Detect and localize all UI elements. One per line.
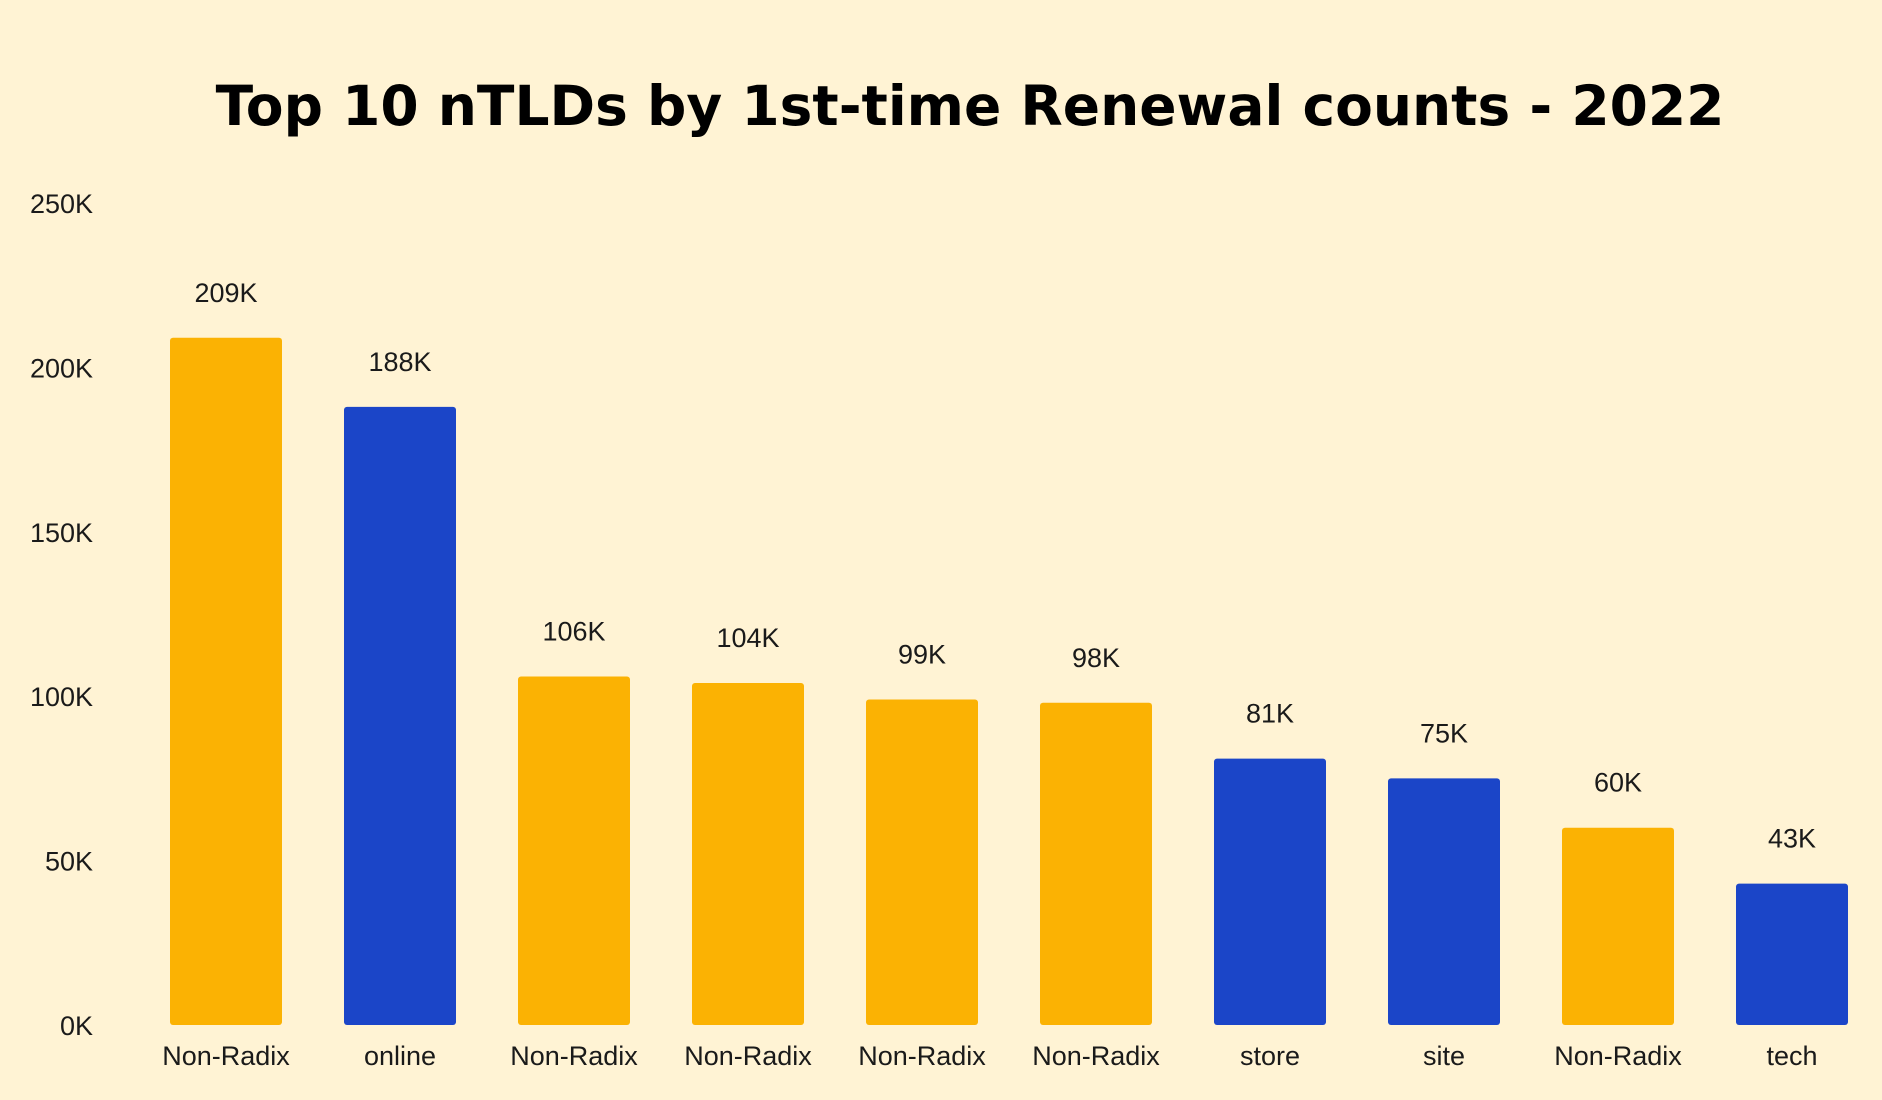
bar (344, 406, 456, 1026)
y-tick-label: 200K (30, 353, 93, 383)
x-tick-label: Non-Radix (510, 1041, 638, 1071)
x-tick-label: Non-Radix (684, 1041, 812, 1071)
bar (1388, 778, 1500, 1025)
y-tick-label: 250K (30, 189, 93, 219)
data-label: 99K (898, 639, 946, 669)
y-tick-label: 0K (60, 1011, 93, 1041)
data-label: 104K (716, 623, 779, 653)
bar (518, 676, 630, 1025)
data-label: 106K (542, 616, 605, 646)
y-tick-label: 100K (30, 682, 93, 712)
bar (170, 337, 282, 1026)
x-tick-label: Non-Radix (858, 1041, 986, 1071)
data-label: 60K (1594, 768, 1642, 798)
bar (1040, 702, 1152, 1025)
data-label: 188K (368, 347, 431, 377)
x-tick-label: store (1240, 1041, 1300, 1071)
data-label: 43K (1768, 824, 1816, 854)
x-tick-label: tech (1766, 1041, 1817, 1071)
x-tick-label: online (364, 1041, 436, 1071)
data-label: 98K (1072, 643, 1120, 673)
data-label: 81K (1246, 699, 1294, 729)
bar (1214, 758, 1326, 1025)
data-label: 75K (1420, 718, 1468, 748)
x-tick-label: Non-Radix (1032, 1041, 1160, 1071)
x-tick-label: Non-Radix (1554, 1041, 1682, 1071)
bar (1562, 827, 1674, 1025)
bar (866, 699, 978, 1025)
y-tick-label: 50K (45, 847, 93, 877)
y-tick-label: 150K (30, 518, 93, 548)
chart-title: Top 10 nTLDs by 1st-time Renewal counts … (215, 74, 1725, 138)
x-tick-label: site (1423, 1041, 1465, 1071)
data-label: 209K (194, 278, 257, 308)
bar (692, 683, 804, 1025)
x-tick-label: Non-Radix (162, 1041, 290, 1071)
bar (1736, 883, 1848, 1025)
